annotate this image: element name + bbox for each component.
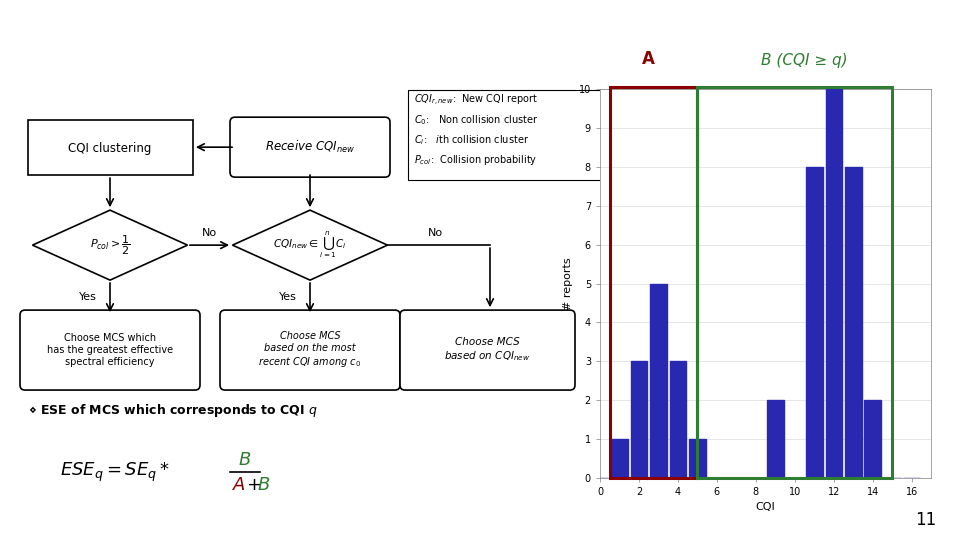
- Bar: [697, 87, 892, 478]
- Text: 11: 11: [915, 511, 936, 529]
- Bar: [806, 167, 823, 478]
- Text: No: No: [427, 228, 443, 238]
- Bar: [28, 120, 193, 175]
- Text: Effective Spectral Efficiency (ESE): Effective Spectral Efficiency (ESE): [17, 25, 550, 52]
- Text: $P_{col}$:  Collision probability: $P_{col}$: Collision probability: [414, 153, 538, 167]
- FancyBboxPatch shape: [220, 310, 400, 390]
- Bar: [408, 90, 603, 180]
- Text: Choose MCS
based on the most
recent $CQI$ among $c_0$: Choose MCS based on the most recent $CQI…: [258, 331, 362, 369]
- Text: $CQI_{new} \in \bigcup_{i=1}^{n} C_i$: $CQI_{new} \in \bigcup_{i=1}^{n} C_i$: [274, 230, 347, 260]
- Bar: [631, 361, 647, 478]
- Bar: [864, 400, 881, 478]
- Text: $\mathbf{\diamond}$ ESE of MCS which corresponds to CQI $q$: $\mathbf{\diamond}$ ESE of MCS which cor…: [28, 402, 318, 418]
- FancyBboxPatch shape: [20, 310, 200, 390]
- Bar: [670, 361, 686, 478]
- Bar: [689, 439, 706, 478]
- Text: $+$: $+$: [246, 476, 261, 494]
- Text: $ESE_q = SE_q * $: $ESE_q = SE_q * $: [60, 461, 170, 484]
- Text: $B$: $B$: [238, 451, 252, 469]
- Polygon shape: [232, 210, 388, 280]
- Text: A: A: [642, 50, 655, 68]
- Bar: [610, 87, 697, 478]
- Text: CQI clustering: CQI clustering: [68, 141, 152, 154]
- Text: $A$: $A$: [232, 476, 246, 494]
- X-axis label: CQI: CQI: [756, 503, 776, 512]
- Text: $B$: $B$: [257, 476, 271, 494]
- Bar: [612, 439, 628, 478]
- Text: Choose MCS which
has the greatest effective
spectral efficiency: Choose MCS which has the greatest effect…: [47, 334, 173, 367]
- Bar: [650, 284, 667, 478]
- Text: Receive $CQI_{new}$: Receive $CQI_{new}$: [265, 139, 355, 155]
- Text: $C_0$:   Non collision cluster: $C_0$: Non collision cluster: [414, 113, 539, 127]
- Text: $P_{col} > \dfrac{1}{2}$: $P_{col} > \dfrac{1}{2}$: [89, 233, 131, 257]
- Bar: [826, 89, 842, 478]
- Bar: [767, 400, 783, 478]
- Text: B (CQI ≥ q): B (CQI ≥ q): [761, 53, 848, 68]
- Text: No: No: [202, 228, 217, 238]
- Bar: [845, 167, 861, 478]
- Text: Choose MCS
based on $CQI_{new}$: Choose MCS based on $CQI_{new}$: [444, 337, 530, 363]
- Text: Yes: Yes: [279, 292, 297, 302]
- Text: $CQI_{r,new}$:  New CQI report: $CQI_{r,new}$: New CQI report: [414, 93, 539, 108]
- FancyBboxPatch shape: [230, 117, 390, 177]
- FancyBboxPatch shape: [400, 310, 575, 390]
- Polygon shape: [33, 210, 187, 280]
- Text: Yes: Yes: [79, 292, 97, 302]
- Text: $C_i$:   $i$th collision cluster: $C_i$: $i$th collision cluster: [414, 133, 529, 147]
- Y-axis label: # reports: # reports: [564, 257, 573, 310]
